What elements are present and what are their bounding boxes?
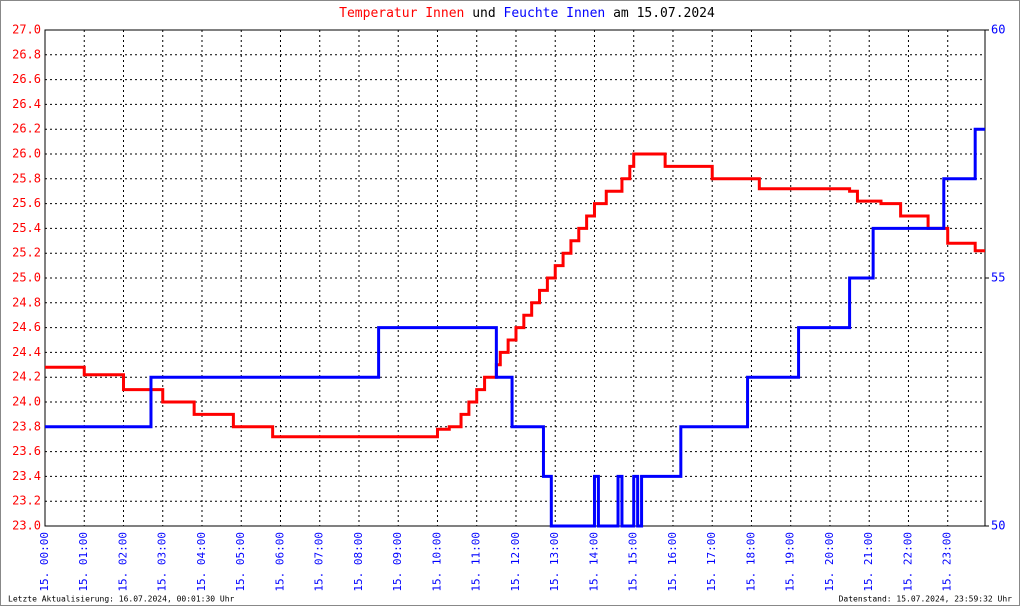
x-tick-label: 15. 16:00 — [666, 532, 679, 592]
x-tick-label: 15. 23:00 — [941, 532, 954, 592]
x-tick-label: 15. 10:00 — [430, 532, 443, 592]
x-tick-label: 15. 22:00 — [901, 532, 914, 592]
title-temp: Temperatur Innen — [339, 6, 464, 21]
y-tick-label: 24.4 — [12, 345, 41, 359]
x-tick-label: 15. 04:00 — [195, 532, 208, 592]
y-tick-label: 26.8 — [12, 47, 41, 61]
y-tick-label: 23.0 — [12, 519, 41, 533]
y-tick-label: 25.0 — [12, 271, 41, 285]
x-tick-label: 15. 13:00 — [548, 532, 561, 592]
y-tick-label: 24.0 — [12, 395, 41, 409]
x-tick-label: 15. 08:00 — [352, 532, 365, 592]
x-tick-label: 15. 11:00 — [470, 532, 483, 592]
footer-left: Letzte Aktualisierung: 16.07.2024, 00:01… — [8, 595, 235, 604]
x-tick-label: 15. 17:00 — [705, 532, 718, 592]
y-tick-label: 26.4 — [12, 97, 41, 111]
y-tick-label: 23.4 — [12, 469, 41, 483]
x-tick-label: 15. 02:00 — [116, 532, 129, 592]
y-tick-label: 26.6 — [12, 72, 41, 86]
y-tick-label: 25.8 — [12, 171, 41, 185]
y-tick-label: 26.2 — [12, 122, 41, 136]
y2-tick-label: 55 — [991, 271, 1005, 285]
x-tick-label: 15. 09:00 — [391, 532, 404, 592]
x-tick-label: 15. 18:00 — [744, 532, 757, 592]
series-line — [45, 127, 985, 528]
y-tick-label: 25.4 — [12, 221, 41, 235]
y-tick-label: 25.6 — [12, 196, 41, 210]
y-tick-label: 23.8 — [12, 419, 41, 433]
x-tick-label: 15. 01:00 — [77, 532, 90, 592]
y-tick-label: 25.2 — [12, 246, 41, 260]
x-tick-label: 15. 03:00 — [156, 532, 169, 592]
title-joiner: und — [472, 6, 495, 21]
x-tick-label: 15. 14:00 — [587, 532, 600, 592]
x-tick-label: 15. 19:00 — [784, 532, 797, 592]
y-tick-label: 23.6 — [12, 444, 41, 458]
x-tick-label: 15. 15:00 — [627, 532, 640, 592]
x-tick-label: 15. 20:00 — [823, 532, 836, 592]
y2-tick-label: 60 — [991, 23, 1005, 37]
y-tick-label: 27.0 — [12, 23, 41, 37]
x-tick-label: 15. 12:00 — [509, 532, 522, 592]
footer-right: Datenstand: 15.07.2024, 23:59:32 Uhr — [839, 595, 1013, 604]
plot-frame — [44, 29, 986, 527]
x-tick-label: 15. 06:00 — [273, 532, 286, 592]
y-tick-label: 24.6 — [12, 320, 41, 334]
series-line — [45, 152, 985, 439]
x-tick-label: 15. 00:00 — [38, 532, 51, 592]
y-tick-label: 24.8 — [12, 295, 41, 309]
y-tick-label: 24.2 — [12, 370, 41, 384]
title-suffix: am 15.07.2024 — [613, 6, 715, 21]
y-tick-label: 23.2 — [12, 494, 41, 508]
y-tick-label: 26.0 — [12, 147, 41, 161]
y2-tick-label: 50 — [991, 519, 1005, 533]
x-tick-label: 15. 07:00 — [313, 532, 326, 592]
x-tick-label: 15. 05:00 — [234, 532, 247, 592]
chart-title: Temperatur Innen und Feuchte Innen am 15… — [339, 6, 715, 21]
title-hum: Feuchte Innen — [504, 6, 606, 21]
x-tick-label: 15. 21:00 — [862, 532, 875, 592]
